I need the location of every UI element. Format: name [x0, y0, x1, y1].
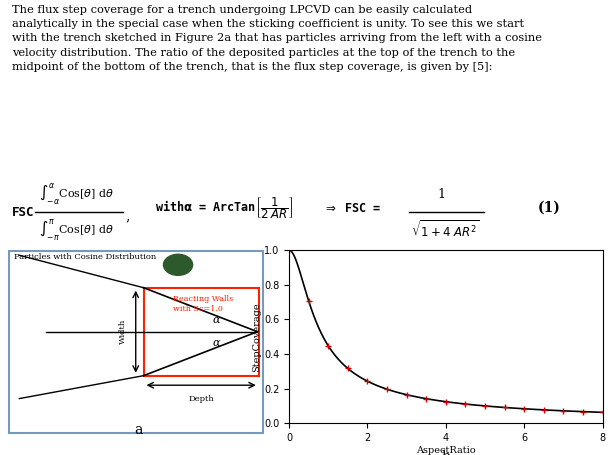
Text: 1: 1 [438, 188, 446, 201]
Text: $\int_{-\alpha}^{\alpha}$Cos[$\theta$] d$\theta$: $\int_{-\alpha}^{\alpha}$Cos[$\theta$] d… [39, 181, 114, 207]
Text: (1): (1) [538, 201, 560, 215]
Text: with$\mathbf{\alpha}$ = ArcTan$\left[\dfrac{1}{2\;AR}\right]$: with$\mathbf{\alpha}$ = ArcTan$\left[\df… [156, 195, 294, 221]
X-axis label: AspectRatio: AspectRatio [416, 445, 475, 455]
Text: $\int_{-\pi}^{\pi}$Cos[$\theta$] d$\theta$: $\int_{-\pi}^{\pi}$Cos[$\theta$] d$\thet… [39, 217, 114, 243]
Y-axis label: StepCoverage: StepCoverage [252, 302, 261, 372]
Text: Reacting Walls
with Sc=1.0: Reacting Walls with Sc=1.0 [173, 295, 233, 313]
Circle shape [164, 254, 192, 275]
Text: α: α [212, 315, 220, 325]
Bar [144, 288, 259, 376]
Text: $\sqrt{1+4\;AR^2}$: $\sqrt{1+4\;AR^2}$ [411, 220, 479, 241]
Text: Particles with Cosine Distribution: Particles with Cosine Distribution [14, 253, 156, 261]
Text: b: b [442, 450, 450, 455]
Text: Width: Width [119, 319, 127, 344]
Text: FSC: FSC [12, 206, 35, 219]
Text: Depth: Depth [188, 395, 214, 403]
Text: a: a [134, 423, 143, 437]
Text: The flux step coverage for a trench undergoing LPCVD can be easily calculated
an: The flux step coverage for a trench unde… [12, 5, 542, 72]
Text: α: α [212, 338, 220, 348]
Text: $\Rightarrow$ FSC =: $\Rightarrow$ FSC = [322, 202, 381, 215]
Text: ,: , [125, 209, 130, 223]
